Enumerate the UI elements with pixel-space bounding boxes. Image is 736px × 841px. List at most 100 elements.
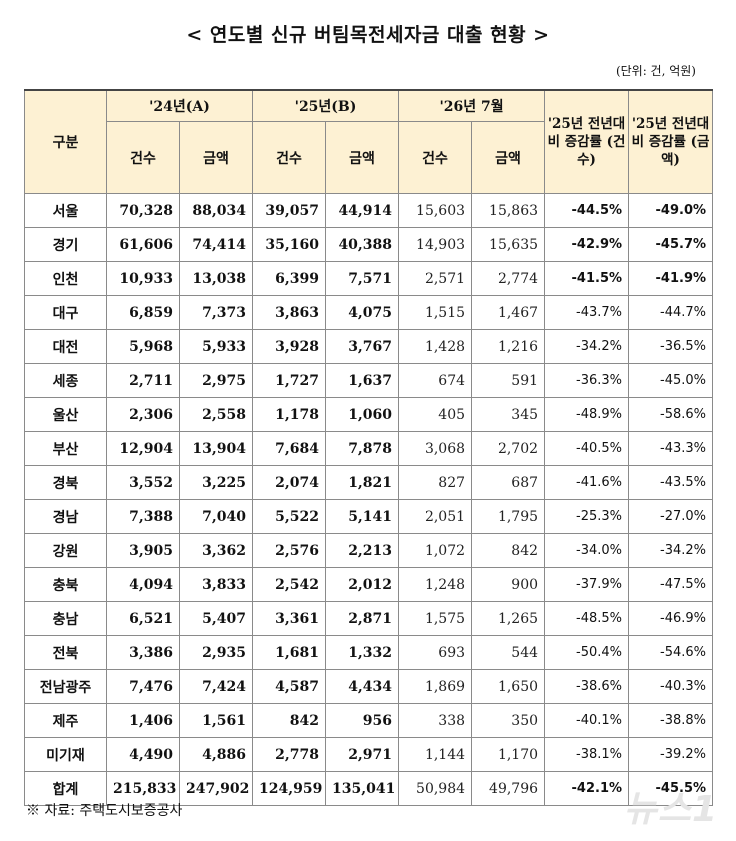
cell-a24: 4,886 [178,737,254,772]
cell-a26: 900 [471,567,546,602]
loan-table: 구분 '24년(A) '25년(B) '26년 7월 '25년 전년대비 증감률… [24,89,714,806]
table-row: 서울 70,328 88,034 39,057 44,914 15,603 15,863 -4… [24,193,714,228]
cell-a24: 2,975 [178,363,254,398]
cell-pc: -37.9% [544,567,630,602]
cell-a26: 1,170 [471,737,546,772]
cell-c24: 3,905 [106,533,180,568]
cell-c24: 2,306 [106,397,180,432]
row-region: 부산 [24,431,107,466]
header-amount-26: 금액 [471,121,546,194]
header-group-26: '26년 7월 [398,89,546,122]
cell-pa: -45.0% [628,363,714,398]
cell-a25: 2,012 [325,567,400,602]
cell-c26: 1,575 [398,601,473,636]
header-yoy-amount: '25년 전년대비 증감률 (금액) [628,89,714,194]
table-row: 충남 6,521 5,407 3,361 2,871 1,575 1,265 -48.5% -4… [24,601,714,636]
cell-a26: 1,265 [471,601,546,636]
page-title: < 연도별 신규 버팀목전세자금 대출 현황 > [186,24,550,46]
cell-pc: -34.2% [544,329,630,364]
cell-pc: -41.6% [544,465,630,500]
cell-a26: 15,863 [471,193,546,228]
cell-a26: 15,635 [471,227,546,262]
cell-pa: -41.9% [628,261,714,296]
cell-pc: -50.4% [544,635,630,670]
row-region: 경남 [24,499,107,534]
cell-c25: 1,178 [252,397,327,432]
table-row: 충북 4,094 3,833 2,542 2,012 1,248 900 -37.9% -47.… [24,567,714,602]
cell-a24: 88,034 [178,193,254,228]
cell-c24: 6,859 [106,295,180,330]
cell-c24: 2,711 [106,363,180,398]
cell-c26: 15,603 [398,193,473,228]
cell-a25: 1,332 [325,635,400,670]
cell-c26: 50,984 [398,771,473,806]
row-region: 미기재 [24,737,107,772]
header-yoy-count: '25년 전년대비 증감률 (건수) [544,89,630,194]
cell-c25: 2,542 [252,567,327,602]
cell-pc: -40.1% [544,703,630,738]
cell-a24: 74,414 [178,227,254,262]
cell-a24: 13,904 [178,431,254,466]
cell-c26: 14,903 [398,227,473,262]
news1-logo: 뉴스1 [623,789,718,830]
cell-c25: 3,361 [252,601,327,636]
cell-c24: 215,833 [106,771,180,806]
cell-c24: 5,968 [106,329,180,364]
cell-a25: 5,141 [325,499,400,534]
cell-a25: 1,060 [325,397,400,432]
cell-a26: 1,650 [471,669,546,704]
table-header: 구분 '24년(A) '25년(B) '26년 7월 '25년 전년대비 증감률… [24,89,714,194]
cell-a25: 4,075 [325,295,400,330]
row-region: 경북 [24,465,107,500]
cell-c25: 3,928 [252,329,327,364]
cell-pa: -43.3% [628,431,714,466]
cell-pa: -39.2% [628,737,714,772]
cell-a24: 1,561 [178,703,254,738]
cell-c25: 39,057 [252,193,327,228]
cell-pc: -25.3% [544,499,630,534]
cell-pc: -48.9% [544,397,630,432]
cell-c26: 1,869 [398,669,473,704]
table-body: 서울 70,328 88,034 39,057 44,914 15,603 15,863 -4… [24,193,714,806]
cell-c24: 7,388 [106,499,180,534]
cell-pa: -46.9% [628,601,714,636]
cell-pa: -43.5% [628,465,714,500]
cell-c24: 6,521 [106,601,180,636]
cell-c26: 1,144 [398,737,473,772]
header-count-24: 건수 [106,121,180,194]
cell-pa: -47.5% [628,567,714,602]
cell-c26: 1,248 [398,567,473,602]
row-region: 제주 [24,703,107,738]
cell-pa: -54.6% [628,635,714,670]
cell-c25: 1,681 [252,635,327,670]
cell-pa: -45.5% [628,771,714,806]
cell-a24: 2,558 [178,397,254,432]
cell-c24: 3,552 [106,465,180,500]
table-row: 울산 2,306 2,558 1,178 1,060 405 345 -48.9% -58.6% [24,397,714,432]
cell-c25: 2,778 [252,737,327,772]
cell-pa: -34.2% [628,533,714,568]
cell-pc: -42.9% [544,227,630,262]
table-row: 제주 1,406 1,561 842 956 338 350 -40.1% -38.8% [24,703,714,738]
cell-c24: 4,490 [106,737,180,772]
table-row: 대구 6,859 7,373 3,863 4,075 1,515 1,467 -43.7% -4… [24,295,714,330]
header-group-25: '25년(B) [252,89,400,122]
cell-c25: 35,160 [252,227,327,262]
cell-pa: -45.7% [628,227,714,262]
cell-a25: 3,767 [325,329,400,364]
unit-label: (단위: 건, 억원) [615,64,696,78]
cell-a25: 1,821 [325,465,400,500]
table-row: 인천 10,933 13,038 6,399 7,571 2,571 2,774 -41.5%… [24,261,714,296]
cell-pa: -40.3% [628,669,714,704]
table-row: 경기 61,606 74,414 35,160 40,388 14,903 15,635 -4… [24,227,714,262]
cell-c24: 7,476 [106,669,180,704]
cell-a25: 956 [325,703,400,738]
cell-c25: 124,959 [252,771,327,806]
row-region: 강원 [24,533,107,568]
cell-a25: 135,041 [325,771,400,806]
cell-c25: 4,587 [252,669,327,704]
table-row: 세종 2,711 2,975 1,727 1,637 674 591 -36.3% -45.0% [24,363,714,398]
cell-a24: 7,373 [178,295,254,330]
cell-pc: -40.5% [544,431,630,466]
cell-a26: 49,796 [471,771,546,806]
